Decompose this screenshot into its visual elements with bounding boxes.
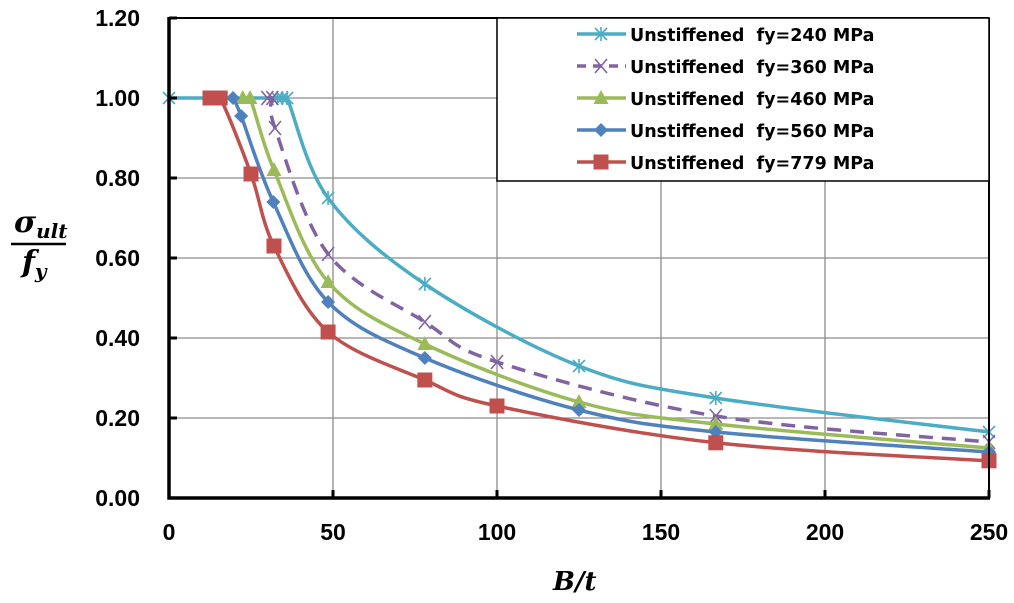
x-axis-title: B/t — [552, 567, 596, 597]
data-point-marker — [265, 90, 279, 106]
data-point-marker — [320, 274, 336, 288]
data-point-marker — [418, 277, 432, 291]
legend-item: Unstiffened fy=560 MPa — [577, 122, 874, 142]
legend: Unstiffened fy=240 MPa Unstiffened fy=360… — [496, 17, 990, 182]
data-point-marker — [417, 336, 433, 350]
legend-label: Unstiffened fy=240 MPa — [630, 26, 874, 46]
data-point-marker — [243, 166, 259, 182]
data-point-marker — [225, 91, 240, 105]
data-point-marker — [242, 90, 258, 104]
data-point-marker — [708, 435, 724, 451]
series-line — [267, 96, 990, 444]
y-tick-label: 0.60 — [95, 245, 140, 271]
x-tick-label: 200 — [806, 519, 844, 545]
legend-marker — [593, 154, 609, 170]
legend-item: Unstiffened fy=360 MPa — [577, 58, 874, 78]
x-tick-label: 250 — [970, 519, 1008, 545]
legend-item: Unstiffened fy=240 MPa — [577, 26, 874, 46]
x-tick-label: 150 — [642, 519, 680, 545]
data-point-marker — [571, 394, 587, 408]
data-point-marker — [572, 359, 586, 373]
legend-item: Unstiffened fy=460 MPa — [577, 90, 874, 110]
legend-marker — [594, 27, 608, 41]
y-tick-label: 0.80 — [95, 165, 140, 191]
data-point-marker — [709, 391, 723, 405]
data-point-marker — [212, 90, 228, 106]
legend-marker — [593, 90, 609, 104]
data-point-marker — [266, 162, 282, 176]
legend-label: Unstiffened fy=779 MPa — [630, 154, 874, 174]
data-point-marker — [280, 91, 294, 105]
data-point-marker — [418, 314, 432, 330]
data-point-marker — [266, 195, 281, 209]
x-tick-label: 50 — [320, 519, 346, 545]
data-point-marker — [321, 246, 335, 262]
y-tick-label: 1.20 — [95, 5, 140, 31]
legend-marker — [594, 123, 608, 137]
data-point-marker — [266, 238, 282, 254]
legend-label: Unstiffened fy=460 MPa — [630, 90, 874, 110]
data-point-marker — [321, 191, 335, 205]
y-tick-label: 1.00 — [95, 85, 140, 111]
series-779mpa — [202, 90, 997, 469]
data-point-marker — [268, 120, 282, 136]
y-title-denominator: fy — [20, 245, 48, 283]
y-tick-label: 0.20 — [95, 405, 140, 431]
data-point-marker — [490, 354, 504, 370]
data-point-marker — [321, 295, 336, 309]
data-point-marker — [260, 90, 275, 106]
legend-label: Unstiffened fy=560 MPa — [630, 122, 874, 142]
legend-label: Unstiffened fy=360 MPa — [630, 58, 874, 78]
data-point-marker — [417, 351, 432, 365]
data-point-marker — [572, 403, 586, 417]
data-point-marker — [417, 372, 433, 388]
data-point-marker — [234, 109, 249, 123]
tick-labels: 0.00 0.20 0.40 0.60 0.80 1.00 1.20 0 50 100 150 200… — [95, 5, 1008, 545]
x-tick-label: 100 — [478, 519, 516, 545]
series-360mpa — [260, 90, 996, 450]
series-460mpa — [235, 90, 997, 454]
y-tick-label: 0.40 — [95, 325, 140, 351]
y-tick-label: 0.00 — [95, 485, 140, 511]
data-point-marker — [489, 398, 505, 414]
legend-marker — [594, 58, 608, 74]
data-point-marker — [708, 416, 724, 430]
y-title-numerator: σult — [14, 205, 68, 243]
data-point-marker — [320, 324, 336, 340]
y-axis-title: σult fy — [11, 205, 68, 283]
x-tick-label: 0 — [163, 519, 176, 545]
series-layer — [162, 90, 997, 469]
legend-item: Unstiffened fy=779 MPa — [577, 154, 874, 174]
